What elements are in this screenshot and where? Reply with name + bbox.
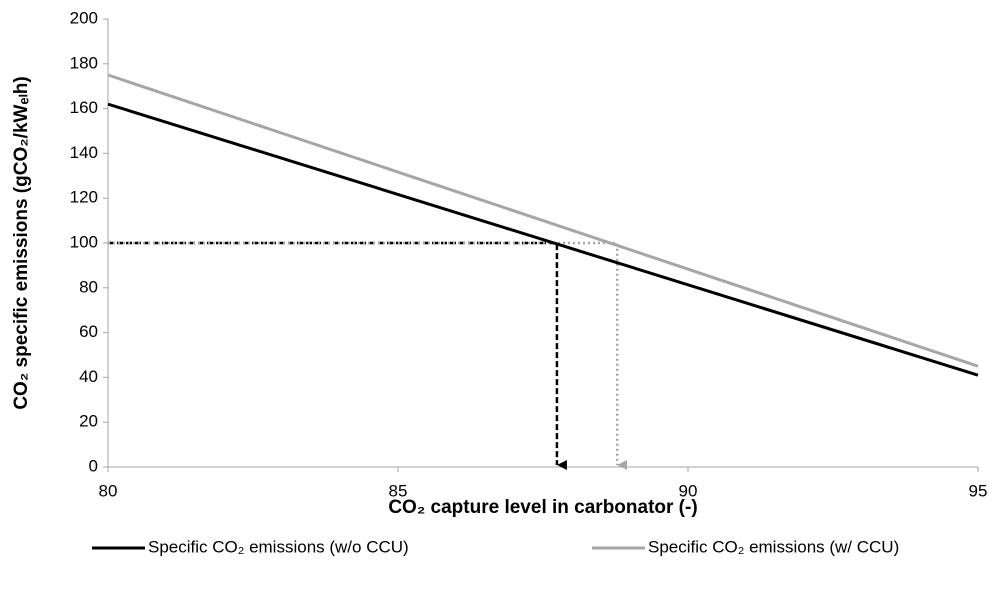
- x-tick-label: 80: [99, 481, 118, 500]
- y-tick-label: 80: [79, 277, 98, 296]
- y-tick-label: 0: [89, 456, 98, 475]
- series-line: [107, 73, 979, 368]
- y-tick-label: 20: [79, 412, 98, 431]
- legend-label: Specific CO₂ emissions (w/ CCU): [648, 537, 899, 556]
- y-tick-label: 180: [70, 53, 98, 72]
- x-axis-title: CO₂ capture level in carbonator (-): [388, 497, 697, 518]
- x-tick-label: 90: [679, 481, 698, 500]
- x-tick-label: 95: [969, 481, 988, 500]
- legend-label: Specific CO₂ emissions (w/o CCU): [148, 537, 409, 556]
- y-tick-label: 200: [70, 8, 98, 27]
- y-tick-label: 40: [79, 367, 98, 386]
- series-line: [107, 102, 979, 377]
- y-axis-title: CO₂ specific emissions (gCO₂/kWₑₗh): [11, 76, 32, 409]
- y-tick-label: 160: [70, 98, 98, 117]
- x-tick-label: 85: [389, 481, 408, 500]
- y-tick-label: 140: [70, 143, 98, 162]
- y-tick-label: 100: [70, 232, 98, 251]
- guide-line: [108, 241, 628, 470]
- guide-line: [108, 241, 567, 470]
- y-tick-label: 60: [79, 322, 98, 341]
- y-tick-label: 120: [70, 188, 98, 207]
